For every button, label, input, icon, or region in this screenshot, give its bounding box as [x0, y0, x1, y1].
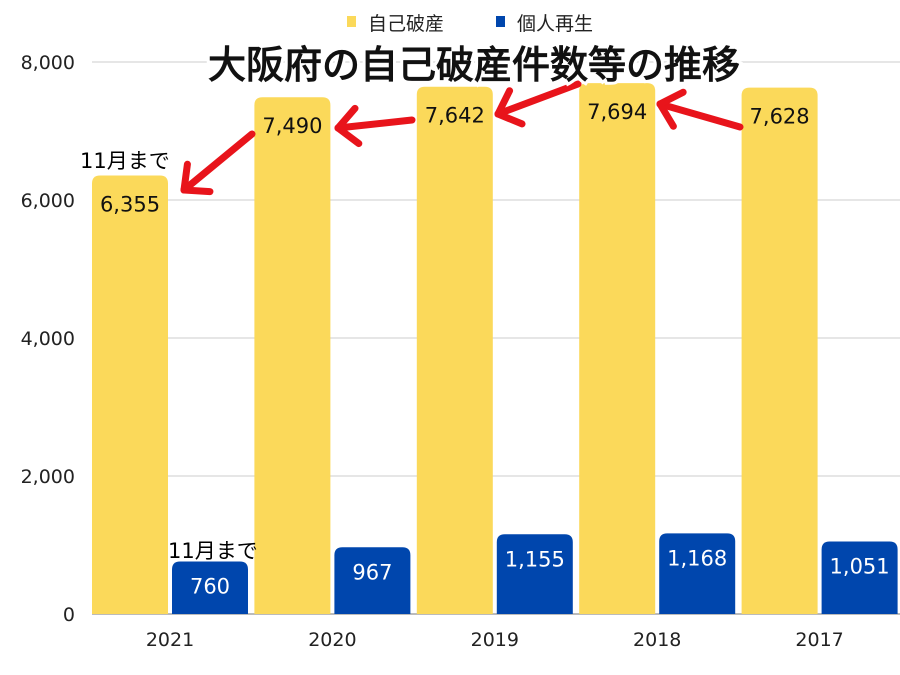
y-tick-label: 0 — [63, 604, 75, 626]
bar-kojin-saisei-2019 — [496, 534, 573, 614]
bar-kojin-saisei-2017 — [821, 541, 898, 614]
bar-jiko-hasan-2020 — [254, 97, 331, 614]
bar-jiko-hasan-2019 — [416, 86, 493, 614]
data-label: 6,355 — [100, 193, 160, 217]
bar-kojin-saisei-2020 — [334, 547, 411, 614]
legend-swatch-kojin-saisei — [496, 16, 505, 27]
x-tick-label: 2020 — [308, 629, 356, 651]
data-label: 7,490 — [262, 114, 322, 138]
data-label: 967 — [352, 560, 392, 584]
bar-kojin-saisei-2021 — [172, 561, 248, 614]
arrow — [494, 80, 582, 128]
bar-kojin-saisei-2018 — [659, 533, 736, 614]
annotation-2021-jiko-hasan: 11月まで — [80, 149, 170, 173]
x-tick-label: 2021 — [146, 629, 194, 651]
data-label: 1,155 — [505, 547, 565, 571]
bar-jiko-hasan-2018 — [579, 83, 656, 614]
data-label: 1,051 — [830, 554, 890, 578]
y-tick-label: 6,000 — [21, 190, 75, 212]
data-label: 7,628 — [750, 105, 810, 129]
x-tick-label: 2018 — [633, 629, 681, 651]
bar-jiko-hasan-2021 — [92, 175, 168, 614]
y-tick-label: 2,000 — [21, 466, 75, 488]
y-tick-label: 4,000 — [21, 328, 75, 350]
x-tick-label: 2019 — [471, 629, 519, 651]
data-label: 1,168 — [667, 546, 727, 570]
data-label: 7,642 — [425, 104, 485, 128]
chart-title: 大阪府の自己破産件数等の推移 — [208, 43, 740, 87]
arrow — [656, 88, 744, 131]
x-tick-label: 2017 — [795, 629, 843, 651]
data-label: 760 — [190, 575, 230, 599]
bar-jiko-hasan-2017 — [741, 87, 818, 615]
y-tick-label: 8,000 — [21, 52, 75, 74]
legend-label-kojin-saisei: 個人再生 — [517, 13, 593, 35]
legend-swatch-jiko-hasan — [347, 16, 356, 27]
legend-label-jiko-hasan: 自己破産 — [368, 13, 444, 35]
trend-arrows — [180, 80, 744, 196]
annotation-2021-kojin-saisei: 11月まで — [168, 539, 258, 563]
legend: 自己破産 個人再生 — [347, 13, 593, 35]
data-label: 7,694 — [587, 100, 647, 124]
arrow — [334, 104, 416, 148]
arrow — [180, 130, 256, 196]
